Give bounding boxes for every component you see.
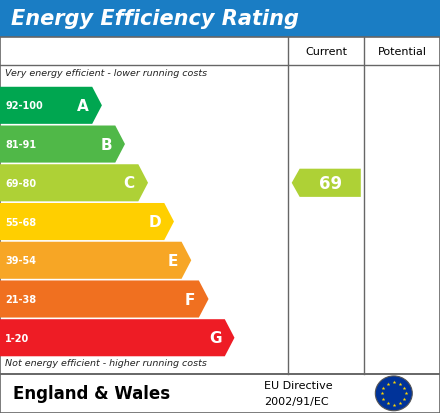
Polygon shape [0, 126, 125, 163]
Polygon shape [0, 88, 102, 125]
Text: England & Wales: England & Wales [13, 385, 170, 402]
Text: 69-80: 69-80 [5, 178, 37, 188]
Text: Energy Efficiency Rating: Energy Efficiency Rating [11, 9, 299, 29]
Bar [0, 0, 440, 38]
Text: Not energy efficient - higher running costs: Not energy efficient - higher running co… [5, 358, 207, 367]
Polygon shape [0, 204, 174, 240]
Text: D: D [148, 214, 161, 230]
Bar [0, 38, 440, 374]
Text: 2002/91/EC: 2002/91/EC [264, 396, 329, 406]
Polygon shape [0, 319, 235, 356]
Text: C: C [124, 176, 135, 191]
Polygon shape [0, 281, 209, 318]
Text: 1-20: 1-20 [5, 333, 29, 343]
Text: G: G [209, 330, 221, 345]
Text: Current: Current [305, 47, 347, 57]
Polygon shape [292, 169, 361, 197]
Text: Potential: Potential [378, 47, 427, 57]
Text: 39-54: 39-54 [5, 256, 36, 266]
Polygon shape [0, 165, 148, 202]
Polygon shape [0, 242, 191, 279]
Text: B: B [100, 137, 112, 152]
Bar [0, 374, 440, 413]
Text: 69: 69 [319, 174, 342, 192]
Text: 81-91: 81-91 [5, 140, 37, 150]
Text: EU Directive: EU Directive [264, 380, 333, 391]
Text: 92-100: 92-100 [5, 101, 43, 111]
Text: F: F [185, 292, 195, 307]
Text: A: A [77, 99, 89, 114]
Text: 21-38: 21-38 [5, 294, 37, 304]
Circle shape [375, 376, 412, 411]
Text: 55-68: 55-68 [5, 217, 37, 227]
Text: Very energy efficient - lower running costs: Very energy efficient - lower running co… [5, 69, 207, 78]
Text: E: E [168, 253, 178, 268]
